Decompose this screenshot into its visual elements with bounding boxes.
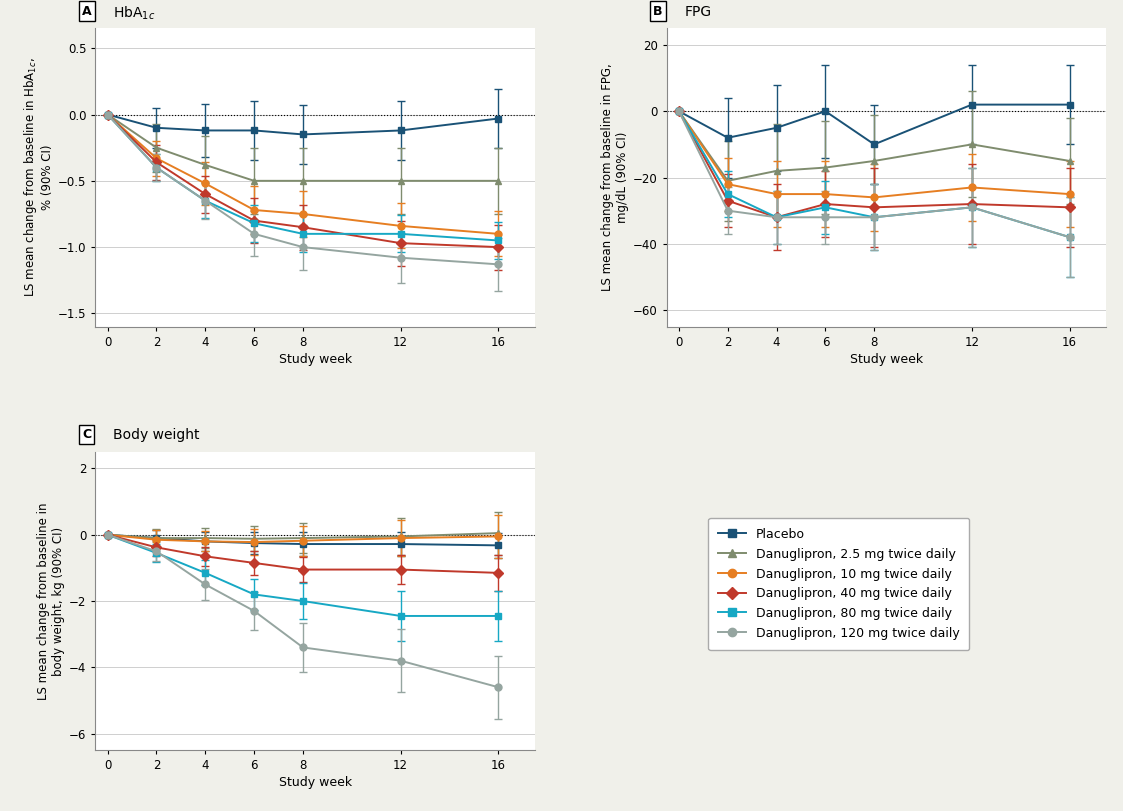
Text: A: A: [82, 5, 91, 18]
Legend: Placebo, Danuglipron, 2.5 mg twice daily, Danuglipron, 10 mg twice daily, Danugl: Placebo, Danuglipron, 2.5 mg twice daily…: [709, 517, 969, 650]
Text: HbA$_{1c}$: HbA$_{1c}$: [113, 5, 155, 22]
Text: Body weight: Body weight: [113, 428, 200, 442]
Y-axis label: LS mean change from baseline in FPG,
mg/dL (90% CI): LS mean change from baseline in FPG, mg/…: [601, 63, 629, 291]
X-axis label: Study week: Study week: [279, 776, 351, 789]
X-axis label: Study week: Study week: [850, 353, 923, 366]
Y-axis label: LS mean change from baseline in
body weight, kg (90% CI): LS mean change from baseline in body wei…: [37, 502, 65, 700]
X-axis label: Study week: Study week: [279, 353, 351, 366]
Text: FPG: FPG: [684, 5, 712, 19]
Y-axis label: LS mean change from baseline in HbA$_{1c}$,
% (90% CI): LS mean change from baseline in HbA$_{1c…: [21, 58, 54, 298]
Text: B: B: [654, 5, 663, 18]
Text: C: C: [82, 428, 91, 441]
